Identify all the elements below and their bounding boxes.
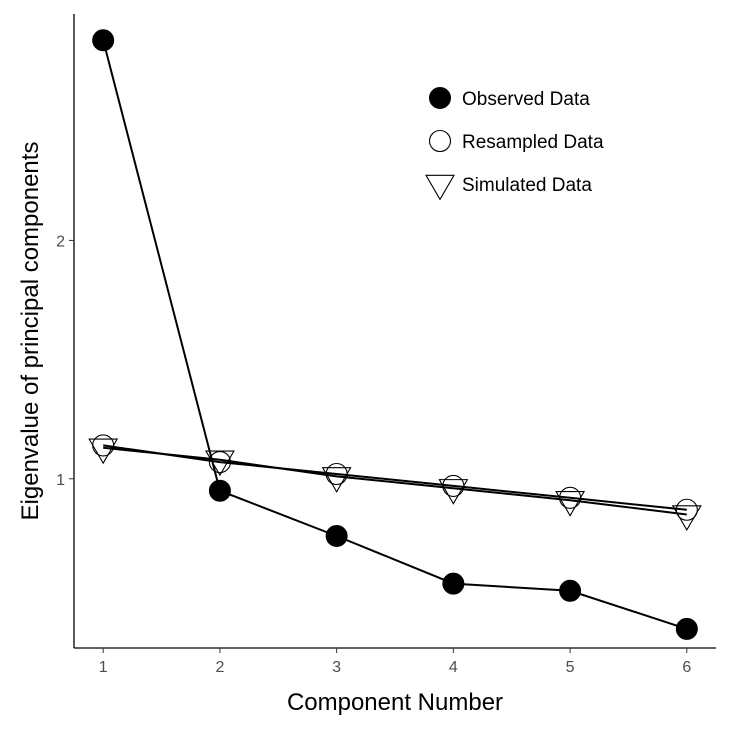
axes-layer	[73, 14, 716, 649]
series-1-point	[442, 572, 465, 595]
legend: Observed Data Resampled Data Simulated Dat…	[425, 87, 604, 201]
series-3-point	[438, 479, 469, 505]
series-2-point	[208, 451, 231, 474]
x-tick-label: 4	[449, 659, 458, 676]
y-tick-label: 1	[56, 472, 65, 489]
series-2-point	[442, 474, 465, 497]
series-1-point	[325, 524, 348, 547]
legend-label-1: Observed Data	[462, 89, 590, 110]
series-1-point	[675, 617, 698, 640]
series-1-point	[208, 479, 231, 502]
legend-key-1	[429, 87, 451, 109]
x-tick-label: 3	[332, 659, 341, 676]
series-line-3	[103, 446, 687, 516]
x-tick-label: 1	[99, 659, 108, 676]
y-axis-title: Eigenvalue of principal components	[17, 142, 44, 521]
legend-key-2	[428, 129, 452, 153]
series-3-point	[88, 438, 119, 465]
x-tick-label: 6	[682, 659, 691, 676]
series-3-point	[204, 450, 235, 477]
legend-label-2: Resampled Data	[462, 132, 604, 153]
series-2-point	[559, 486, 582, 509]
ticks-layer: 1 2 3 4 5 6 1 2	[56, 233, 691, 676]
series-1-point	[92, 29, 115, 52]
y-tick-label: 2	[56, 233, 65, 250]
x-axis-title: Component Number	[287, 689, 503, 716]
series-3-point	[321, 467, 352, 493]
series-line-1	[102, 39, 688, 630]
series-3-point	[555, 490, 586, 517]
series-line-2	[103, 444, 687, 511]
x-tick-label: 5	[566, 659, 575, 676]
series-2-point	[92, 434, 115, 457]
x-tick-label: 2	[215, 659, 224, 676]
series-layer	[88, 29, 702, 640]
series-1-point	[559, 579, 582, 602]
legend-key-3	[425, 174, 455, 201]
legend-label-3: Simulated Data	[462, 175, 592, 196]
series-2-point	[325, 462, 348, 486]
series-2-point	[675, 498, 698, 521]
